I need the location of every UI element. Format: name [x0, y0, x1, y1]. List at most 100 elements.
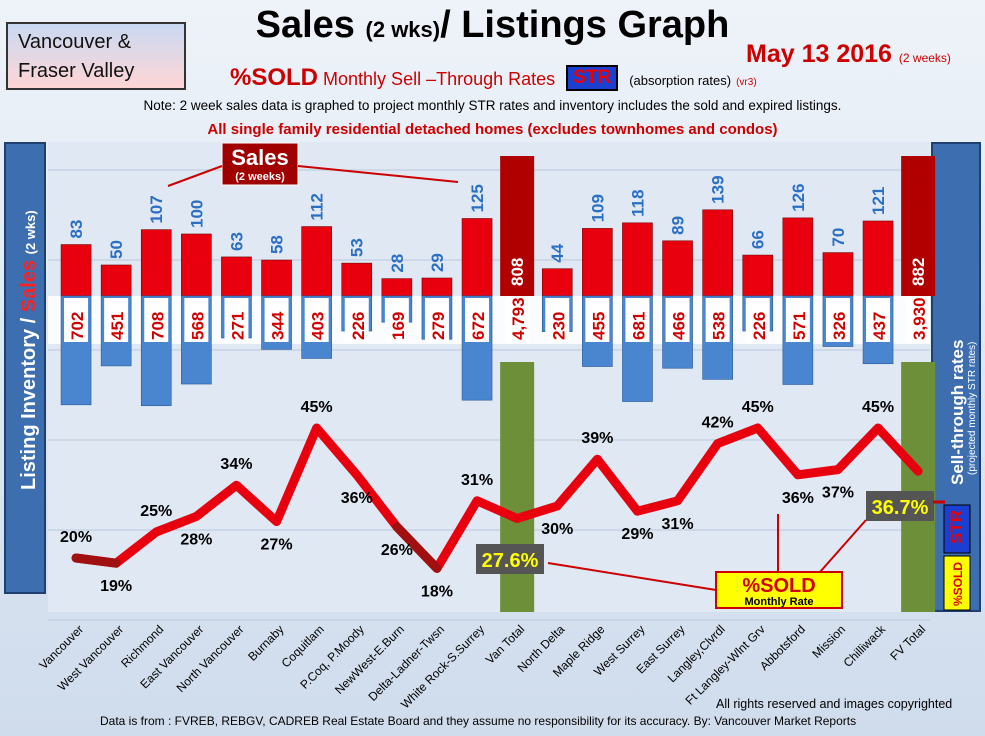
str-value-label: 45% — [862, 399, 894, 416]
total-listings-column — [901, 362, 936, 612]
subtitle: %SOLD Monthly Sell –Through Rates STR (a… — [230, 64, 757, 92]
str-total-box — [866, 491, 934, 521]
str-value-label: 42% — [702, 415, 734, 432]
sales-arrow-left — [167, 165, 223, 187]
sales-value-label: 118 — [628, 189, 647, 216]
category-label: Mission — [809, 622, 848, 661]
str-value-label: 45% — [301, 399, 333, 416]
sales-bar — [702, 209, 733, 297]
subtitle-sold: %SOLD — [230, 64, 319, 91]
str-value-label: 39% — [581, 430, 613, 447]
str-value-label: 25% — [140, 503, 172, 520]
sales-value-label: 125 — [468, 184, 487, 212]
right-sold-badge — [943, 555, 971, 611]
sales-value-label: 109 — [588, 194, 607, 222]
sales-value-label: 107 — [147, 195, 166, 223]
sales-bar — [181, 233, 212, 297]
sales-value-label: 882 — [909, 258, 928, 286]
sales-bar — [100, 264, 132, 297]
region-line2: Fraser Valley — [18, 60, 135, 82]
str-value-label: 36% — [782, 490, 814, 507]
inventory-value-label: 230 — [549, 312, 568, 340]
sales-annotation-title: Sales — [231, 145, 289, 170]
sales-value-label: 89 — [669, 216, 688, 235]
right-sold-text: %SOLD — [951, 562, 965, 606]
sales-arrow-right — [297, 165, 459, 183]
date-value: May 13 2016 — [746, 40, 892, 68]
sales-value-label: 66 — [749, 230, 768, 249]
str-value-label: 37% — [822, 485, 854, 502]
sales-bar — [261, 259, 292, 297]
sales-value-label: 121 — [869, 187, 888, 215]
inventory-value-label: 403 — [309, 312, 328, 340]
inventory-label-bg — [424, 298, 449, 342]
category-label: Delta-Ladner-Twsn — [365, 622, 447, 704]
category-label: Chilliwack — [841, 622, 889, 670]
sales-value-label: 63 — [227, 232, 246, 251]
inventory-value-label: 4,793 — [509, 297, 528, 340]
inventory-value-label: 437 — [870, 312, 889, 340]
inventory-value-label: 326 — [830, 312, 849, 340]
inventory-label-bg — [184, 298, 209, 342]
category-label: Ft Langley-Wlnt Grv — [683, 622, 768, 707]
sales-bar — [742, 254, 774, 297]
sales-bar — [140, 229, 172, 297]
sales-value-label: 53 — [348, 238, 367, 257]
str-value-label: 30% — [541, 521, 573, 538]
left-axis-panel — [4, 142, 46, 594]
inventory-value-label: 681 — [629, 312, 648, 340]
total-sales-column — [500, 156, 535, 296]
chart-note: Note: 2 week sales data is graphed to pr… — [143, 98, 842, 113]
inventory-value-label: 279 — [429, 312, 448, 340]
sales-value-label: 28 — [388, 254, 407, 273]
str-value-label: 45% — [742, 399, 774, 416]
sales-value-label: 50 — [107, 240, 126, 259]
sold-arrow-left — [547, 562, 717, 591]
inventory-value-label: 451 — [108, 312, 127, 340]
inventory-value-label: 455 — [589, 312, 608, 340]
inventory-label-bg — [866, 298, 891, 342]
str-badge: STR — [566, 65, 619, 91]
sales-value-label: 126 — [789, 184, 808, 212]
category-label: NewWest-E.Burn — [332, 622, 407, 697]
sales-annotation-sub: (2 weeks) — [235, 171, 285, 183]
str-value-label: 18% — [421, 583, 453, 600]
inventory-label-bg — [825, 298, 850, 342]
inventory-value-label: 538 — [710, 312, 729, 340]
inventory-value-label: 708 — [148, 312, 167, 340]
sales-bar — [301, 226, 332, 297]
str-total-box — [476, 544, 544, 574]
total-listings-column — [500, 362, 535, 612]
inventory-label-bg — [665, 298, 690, 342]
right-axis-subtitle: (projected monthly STR rates) — [967, 342, 978, 475]
inventory-label-bg — [104, 298, 129, 342]
inventory-value-label: 571 — [790, 312, 809, 340]
inventory-label-bg — [465, 298, 490, 342]
inventory-value-label: 3,930 — [910, 297, 929, 340]
str-value-label: 29% — [621, 526, 653, 543]
sales-value-label: 70 — [829, 228, 848, 247]
inventory-value-label: 169 — [389, 312, 408, 340]
sales-bar — [60, 244, 92, 297]
left-axis-sales: Sales — [18, 254, 40, 312]
inventory-label-bg — [144, 298, 169, 342]
left-axis-title: Listing Inventory / Sales (2 wks) — [18, 210, 40, 490]
sales-bar — [341, 262, 373, 297]
inventory-label-bg — [745, 298, 770, 342]
str-line-start — [71, 553, 121, 568]
sales-value-label: 58 — [268, 235, 287, 254]
region-label: Vancouver & Fraser Valley — [6, 22, 186, 90]
copyright-note: All rights reserved and images copyright… — [716, 697, 953, 711]
sales-value-label: 808 — [508, 258, 527, 286]
chart-scope: All single family residential detached h… — [207, 121, 778, 138]
inventory-label-bg — [625, 298, 650, 342]
inventory-label-bg — [705, 298, 730, 342]
page-title: Sales (2 wks)/ Listings Graph — [0, 4, 985, 47]
str-value-label: 31% — [461, 472, 493, 489]
subtitle-version: (vr3) — [736, 77, 757, 88]
str-value-label: 19% — [100, 578, 132, 595]
inventory-value-label: 226 — [349, 312, 368, 340]
inventory-label-bg — [304, 298, 329, 342]
str-total-label: 27.6% — [482, 550, 539, 572]
